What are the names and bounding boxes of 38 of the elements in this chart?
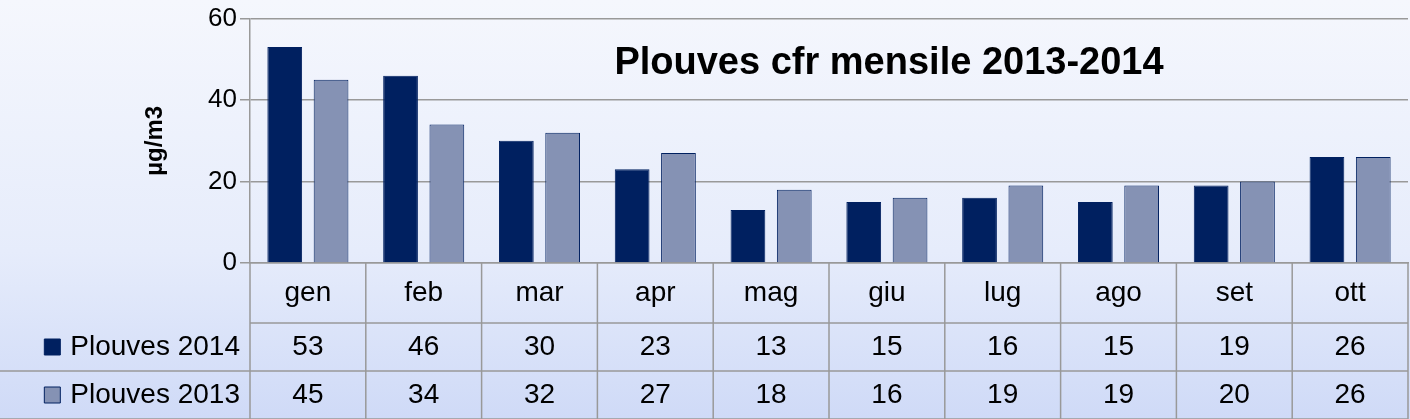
y-tick-label: 0 xyxy=(222,246,237,277)
data-label: 15 xyxy=(1102,329,1135,361)
data-label: 26 xyxy=(1334,377,1366,409)
data-label: 34 xyxy=(408,377,440,409)
data-label: 19 xyxy=(1102,377,1135,409)
x-tick-label: giu xyxy=(868,275,906,307)
x-tick-label: ott xyxy=(1334,275,1366,307)
y-axis-title: µg/m3 xyxy=(139,105,167,176)
x-tick-label: set xyxy=(1215,275,1254,307)
data-label: 19 xyxy=(987,377,1019,409)
x-tick-label: mag xyxy=(743,275,799,307)
y-tick-label: 60 xyxy=(208,1,237,32)
data-label: 32 xyxy=(523,377,556,409)
y-tick-label: 40 xyxy=(208,83,237,114)
data-label: 15 xyxy=(871,329,903,361)
data-label: 20 xyxy=(1218,377,1250,409)
data-label: 30 xyxy=(523,329,556,361)
data-label: 16 xyxy=(987,329,1019,361)
legend-label: Plouves 2013 xyxy=(70,377,240,409)
x-tick-label: gen xyxy=(284,275,332,307)
data-label: 19 xyxy=(1218,329,1250,361)
data-label: 18 xyxy=(755,377,787,409)
data-label: 46 xyxy=(408,329,440,361)
x-tick-label: feb xyxy=(404,275,444,307)
x-tick-label: mar xyxy=(515,275,564,307)
data-label: 53 xyxy=(292,329,324,361)
legend-label: Plouves 2014 xyxy=(70,329,240,361)
text: Plouves cfr mensile 2013-2014 xyxy=(614,40,1164,83)
data-label: 16 xyxy=(871,377,903,409)
data-label: 45 xyxy=(292,377,324,409)
y-tick-label: 20 xyxy=(208,164,237,195)
data-label: 27 xyxy=(639,377,671,409)
x-tick-label: ago xyxy=(1095,275,1142,307)
data-label: 23 xyxy=(639,329,671,361)
x-tick-label: lug xyxy=(984,275,1022,307)
data-label: 13 xyxy=(755,329,787,361)
x-tick-label: apr xyxy=(635,275,676,307)
data-label: 26 xyxy=(1334,329,1366,361)
